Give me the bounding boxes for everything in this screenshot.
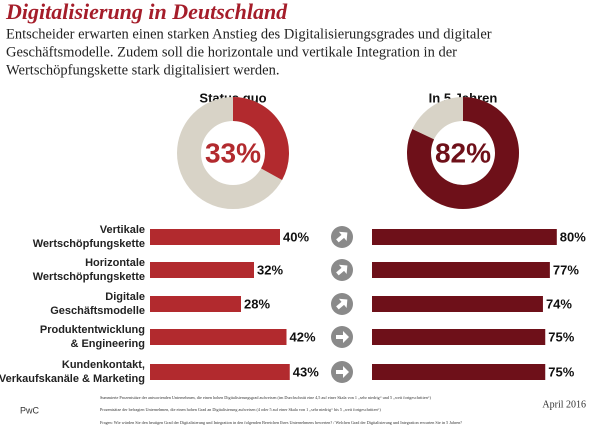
source: PwC (20, 405, 40, 415)
bar (150, 364, 290, 380)
subtitle: Geschäftsmodelle. Zudem soll die horizon… (6, 44, 457, 60)
category-label: Vertikale (100, 224, 145, 236)
value-label: 80% (560, 229, 586, 244)
bar (372, 262, 550, 278)
bar (150, 262, 254, 278)
category-label: Digitale (105, 291, 145, 303)
bar (372, 364, 546, 380)
title: Digitalisierung in Deutschland (5, 0, 288, 24)
bar (372, 229, 557, 245)
value-label: 40% (283, 229, 309, 244)
arrow-icon (336, 366, 349, 378)
bar (150, 329, 287, 345)
value-label: 42% (290, 329, 316, 344)
bar (150, 296, 241, 312)
category-label: & Engineering (70, 338, 145, 350)
donut-label: 33% (205, 137, 261, 168)
category-label: Produktentwicklung (40, 324, 145, 336)
value-label: 75% (548, 364, 574, 379)
donut-segment (407, 97, 519, 209)
footnote: Fragen: Wie würden Sie den heutigen Grad… (100, 420, 462, 425)
subtitle: Entscheider erwarten einen starken Ansti… (6, 26, 492, 42)
bar (372, 329, 546, 345)
value-label: 32% (257, 262, 283, 277)
value-label: 77% (553, 262, 579, 277)
donut-label: 82% (435, 137, 491, 168)
value-label: 75% (548, 329, 574, 344)
category-label: Verkaufskanäle & Marketing (0, 373, 145, 385)
donut-segment (232, 97, 289, 180)
value-label: 43% (293, 364, 319, 379)
value-label: 28% (244, 296, 270, 311)
subtitle: Wertschöpfungskette stark digitalisiert … (6, 62, 279, 78)
category-label: Kundenkontakt, (62, 359, 145, 371)
arrow-icon (336, 298, 348, 310)
date: April 2016 (542, 399, 586, 410)
bar (150, 229, 280, 245)
value-label: 74% (546, 296, 572, 311)
category-label: Geschäftsmodelle (50, 305, 145, 317)
arrow-icon (336, 231, 348, 243)
category-label: Wertschöpfungskette (33, 238, 145, 250)
category-label: Horizontale (85, 257, 145, 269)
category-label: Wertschöpfungskette (33, 271, 145, 283)
bar (372, 296, 543, 312)
arrow-icon (336, 331, 349, 343)
footnote: Prozentsätze der befragten Unternehmen, … (100, 407, 381, 413)
arrow-icon (336, 264, 348, 276)
footnote: Summierte Prozentsätze der antwortenden … (100, 395, 432, 401)
